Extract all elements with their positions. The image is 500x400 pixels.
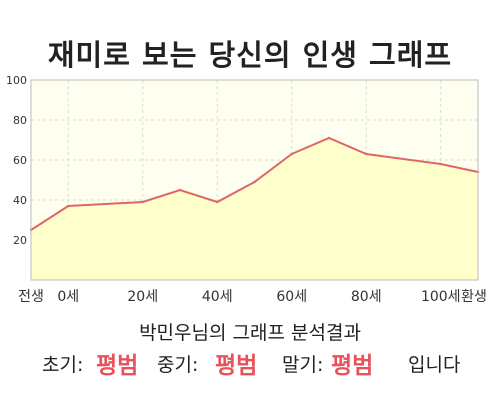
x-tick-label: 환생 bbox=[461, 289, 487, 305]
late-value: 평범 bbox=[331, 353, 374, 379]
data-point bbox=[253, 180, 256, 184]
x-tick-label: 0세 bbox=[57, 289, 79, 305]
plot-border bbox=[30, 79, 479, 281]
x-tick-label: 40세 bbox=[202, 289, 233, 305]
data-point bbox=[141, 200, 144, 204]
y-tick-label: 20 bbox=[13, 234, 27, 247]
data-point bbox=[290, 152, 293, 156]
x-tick-label: 전생 bbox=[18, 289, 44, 305]
analysis-subtitle: 박민우님의 그래프 분석결과 bbox=[139, 322, 361, 344]
mid-label: 중기: bbox=[157, 354, 199, 376]
data-point bbox=[327, 136, 331, 140]
result-ending: 입니다 bbox=[408, 354, 461, 376]
y-tick-label: 100 bbox=[6, 74, 27, 87]
data-point bbox=[216, 200, 219, 204]
data-point bbox=[439, 162, 442, 166]
y-tick-label: 80 bbox=[13, 114, 27, 127]
life-graph-chart: 20 40 60 80 100 전생 0세 20세 40세 60세 80세 100세 환생 bbox=[6, 74, 487, 305]
mid-value: 평범 bbox=[215, 353, 258, 379]
x-tick-label: 20세 bbox=[127, 289, 158, 305]
early-value: 평범 bbox=[96, 353, 139, 379]
early-label: 초기: bbox=[42, 354, 84, 376]
x-tick-label: 80세 bbox=[351, 289, 382, 305]
y-tick-label: 60 bbox=[13, 154, 27, 167]
data-point bbox=[67, 204, 70, 208]
chart-title: 재미로 보는 당신의 인생 그래프 bbox=[47, 38, 453, 72]
data-point bbox=[365, 152, 368, 156]
y-tick-label: 40 bbox=[13, 194, 27, 207]
area-fill bbox=[31, 138, 478, 280]
data-point bbox=[178, 188, 182, 192]
x-tick-label: 100세 bbox=[421, 289, 461, 305]
x-tick-label: 60세 bbox=[276, 289, 307, 305]
late-label: 말기: bbox=[282, 354, 324, 376]
